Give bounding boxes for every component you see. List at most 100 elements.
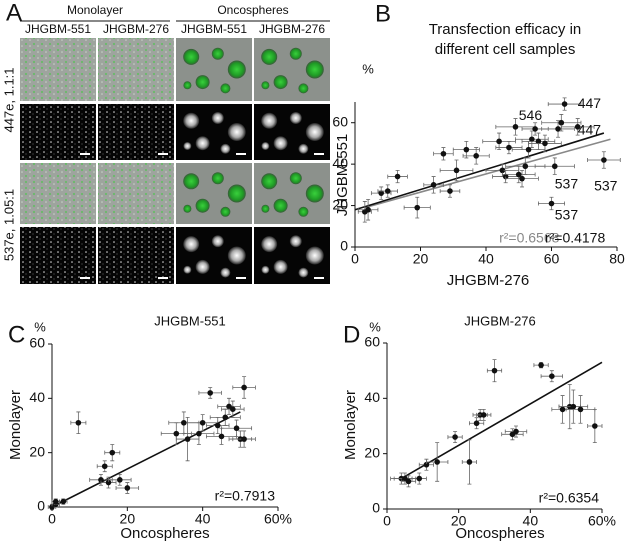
y-tick-label: 0 bbox=[37, 498, 45, 514]
micrograph bbox=[20, 38, 96, 101]
point bbox=[75, 419, 82, 426]
sphere bbox=[227, 123, 246, 141]
r-squared: r²=0.4178 bbox=[545, 229, 606, 245]
trend-line bbox=[354, 132, 605, 211]
point bbox=[570, 403, 577, 410]
sphere bbox=[183, 265, 192, 274]
chart-title: different cell samples bbox=[435, 41, 576, 58]
point bbox=[440, 150, 447, 157]
sphere bbox=[298, 267, 309, 278]
x-tick-label: 20 bbox=[413, 251, 429, 267]
sphere bbox=[183, 173, 200, 190]
point bbox=[496, 138, 502, 145]
sphere bbox=[195, 198, 210, 213]
sphere bbox=[183, 142, 192, 150]
y-tick-label: 40 bbox=[364, 389, 380, 405]
sphere bbox=[273, 259, 288, 274]
point bbox=[473, 420, 480, 427]
y-tick-label: 60 bbox=[29, 335, 45, 351]
r-squared: r²=0.6354 bbox=[539, 490, 600, 506]
point bbox=[214, 422, 221, 429]
point bbox=[52, 498, 59, 505]
point bbox=[466, 459, 473, 465]
sphere bbox=[227, 184, 246, 203]
sphere bbox=[195, 75, 210, 90]
x-tick-label: 60% bbox=[588, 513, 616, 529]
point bbox=[525, 146, 532, 153]
sphere bbox=[273, 198, 288, 213]
point bbox=[430, 182, 437, 188]
x-axis-label: JHGBM-276 bbox=[447, 272, 530, 289]
sphere bbox=[195, 136, 210, 151]
sphere bbox=[211, 235, 224, 248]
point bbox=[555, 126, 561, 132]
point bbox=[532, 126, 538, 132]
y-unit: % bbox=[362, 61, 374, 76]
point bbox=[453, 167, 460, 174]
panel-label: D bbox=[343, 321, 360, 348]
point bbox=[207, 390, 213, 396]
trend-line bbox=[400, 361, 603, 480]
sphere bbox=[261, 48, 278, 65]
y-tick-label: 0 bbox=[372, 500, 380, 516]
point bbox=[515, 171, 522, 178]
point bbox=[513, 428, 519, 435]
point bbox=[230, 406, 236, 413]
point bbox=[199, 419, 206, 426]
point-label: 537 bbox=[594, 178, 618, 194]
point bbox=[233, 425, 240, 432]
y-tick-label: 60 bbox=[332, 113, 348, 129]
group-label: Monolayer bbox=[67, 3, 123, 17]
y-axis-label: JHGBM-551 bbox=[334, 134, 351, 217]
point bbox=[124, 485, 131, 491]
sphere bbox=[227, 246, 246, 265]
y-tick-label: 20 bbox=[332, 196, 348, 212]
sphere bbox=[289, 47, 302, 60]
y-tick-label: 60 bbox=[364, 334, 380, 350]
column-label: JHGBM-276 bbox=[259, 22, 325, 36]
point bbox=[416, 475, 423, 482]
sphere bbox=[261, 142, 270, 150]
x-tick-label: 20 bbox=[451, 513, 467, 529]
point bbox=[222, 414, 229, 421]
chart-title: JHGBM-551 bbox=[154, 313, 226, 328]
micrograph bbox=[20, 104, 96, 160]
micrograph bbox=[98, 163, 174, 224]
group-label: Oncospheres bbox=[217, 3, 288, 17]
y-tick-label: 40 bbox=[29, 389, 45, 405]
y-tick-label: 40 bbox=[332, 155, 348, 171]
point bbox=[241, 436, 247, 442]
point bbox=[551, 163, 558, 170]
point bbox=[365, 206, 371, 213]
point-label: 537 bbox=[555, 176, 579, 192]
sphere bbox=[261, 173, 278, 190]
point bbox=[512, 124, 519, 130]
point bbox=[109, 449, 116, 456]
point bbox=[384, 188, 391, 194]
point bbox=[577, 406, 584, 413]
point bbox=[173, 430, 180, 437]
x-tick-label: 60% bbox=[264, 511, 292, 527]
sphere bbox=[220, 83, 231, 94]
sphere bbox=[183, 81, 192, 90]
column-label: JHGBM-551 bbox=[25, 22, 91, 36]
point bbox=[535, 138, 542, 145]
point-label: 447 bbox=[578, 122, 602, 138]
point bbox=[561, 101, 568, 107]
micrograph bbox=[20, 227, 96, 284]
sphere bbox=[183, 204, 192, 213]
sphere bbox=[261, 204, 270, 213]
x-tick-label: 40 bbox=[195, 511, 211, 527]
point bbox=[506, 144, 512, 151]
point bbox=[538, 362, 544, 368]
point bbox=[196, 430, 202, 437]
r-squared: r²=0.6568 bbox=[499, 229, 560, 245]
sphere bbox=[220, 143, 231, 154]
y-axis-label: Monolayer bbox=[342, 390, 359, 460]
column-label: JHGBM-276 bbox=[103, 22, 169, 36]
point-label: 537 bbox=[555, 207, 579, 223]
point bbox=[519, 175, 525, 182]
point bbox=[529, 136, 535, 143]
